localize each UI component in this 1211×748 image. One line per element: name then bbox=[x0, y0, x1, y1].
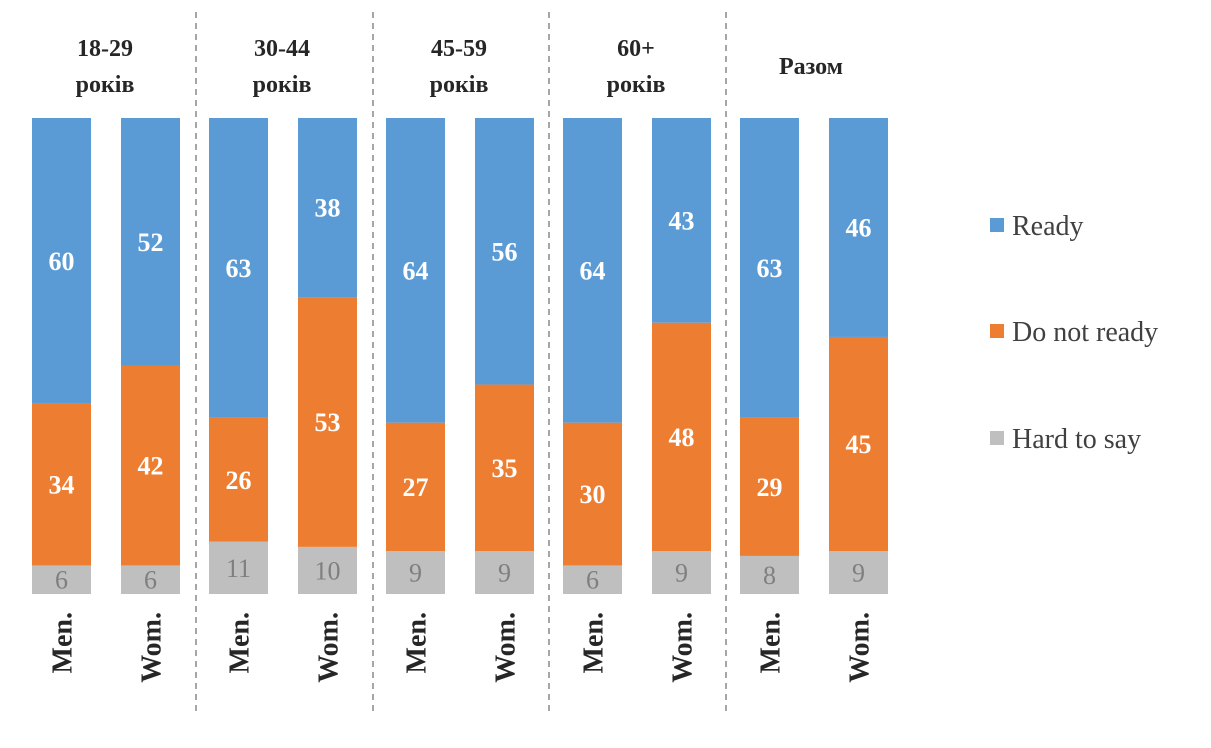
bar-segment bbox=[386, 118, 445, 423]
bar-segment bbox=[121, 365, 180, 566]
group-title: 60+ bbox=[617, 36, 655, 62]
legend-swatch bbox=[990, 218, 1004, 232]
bar-segment bbox=[829, 118, 888, 337]
bar-segment bbox=[475, 551, 534, 594]
data-label: 10 bbox=[315, 556, 341, 585]
category-label: Men. bbox=[225, 612, 256, 673]
bar-segment bbox=[475, 118, 534, 385]
data-label: 38 bbox=[315, 194, 341, 223]
bar-segment bbox=[298, 297, 357, 547]
data-label: 6 bbox=[55, 566, 68, 595]
data-label: 27 bbox=[403, 473, 429, 502]
data-label: 52 bbox=[138, 228, 164, 257]
bar-segment bbox=[652, 551, 711, 594]
group-title: років bbox=[607, 72, 666, 98]
data-label: 48 bbox=[669, 423, 695, 452]
data-label: 9 bbox=[675, 559, 688, 588]
data-label: 9 bbox=[498, 559, 511, 588]
bar-segment bbox=[740, 118, 799, 418]
bar-segment bbox=[386, 551, 445, 594]
bar-segment bbox=[298, 118, 357, 298]
data-label: 11 bbox=[226, 554, 251, 583]
data-label: 46 bbox=[846, 213, 872, 242]
bar-segment bbox=[386, 422, 445, 552]
data-label: 45 bbox=[846, 430, 872, 459]
category-label: Men. bbox=[48, 612, 79, 673]
group-title: років bbox=[253, 72, 312, 98]
bar-segment bbox=[32, 565, 91, 594]
bar-segment bbox=[563, 422, 622, 566]
data-label: 26 bbox=[226, 466, 252, 495]
data-label: 53 bbox=[315, 408, 341, 437]
bar-segment bbox=[563, 565, 622, 594]
bar-segment bbox=[121, 565, 180, 594]
bar-segment bbox=[209, 118, 268, 418]
group-title: 18-29 bbox=[77, 36, 133, 62]
bar-segment bbox=[652, 118, 711, 323]
category-label: Wom. bbox=[845, 612, 876, 683]
data-label: 34 bbox=[49, 471, 75, 500]
legend-entry: Hard to say bbox=[1012, 424, 1141, 455]
group-title: 45-59 bbox=[431, 36, 487, 62]
category-label: Wom. bbox=[137, 612, 168, 683]
data-label: 6 bbox=[586, 566, 599, 595]
category-label: Wom. bbox=[491, 612, 522, 683]
legend-entry: Do not ready bbox=[1012, 317, 1158, 348]
bar-segment bbox=[32, 118, 91, 404]
category-label: Wom. bbox=[668, 612, 699, 683]
data-label: 30 bbox=[580, 480, 606, 509]
bar-segment bbox=[298, 546, 357, 594]
group-title: Разом bbox=[779, 54, 843, 80]
data-label: 29 bbox=[757, 473, 783, 502]
bar-segment bbox=[32, 403, 91, 566]
bar-segment bbox=[563, 118, 622, 423]
data-label: 9 bbox=[852, 559, 865, 588]
bar-segment bbox=[829, 336, 888, 552]
data-label: 60 bbox=[49, 247, 75, 276]
bar-segment bbox=[652, 322, 711, 552]
data-label: 42 bbox=[138, 451, 164, 480]
group-title: 30-44 bbox=[254, 36, 310, 62]
legend-swatch bbox=[990, 431, 1004, 445]
category-label: Wom. bbox=[314, 612, 345, 683]
bar-segment bbox=[740, 555, 799, 594]
data-label: 9 bbox=[409, 559, 422, 588]
data-label: 8 bbox=[763, 561, 776, 590]
data-label: 64 bbox=[580, 256, 606, 285]
data-label: 43 bbox=[669, 206, 695, 235]
legend-entry: Ready bbox=[1012, 211, 1084, 242]
category-label: Men. bbox=[402, 612, 433, 673]
category-label: Men. bbox=[579, 612, 610, 673]
bar-segment bbox=[829, 551, 888, 594]
data-label: 6 bbox=[144, 566, 157, 595]
data-label: 63 bbox=[757, 254, 783, 283]
bar-segment bbox=[209, 541, 268, 594]
group-title: років bbox=[430, 72, 489, 98]
data-label: 35 bbox=[492, 454, 518, 483]
bar-segment bbox=[475, 384, 534, 552]
group-title: років bbox=[76, 72, 135, 98]
data-label: 56 bbox=[492, 237, 518, 266]
bar-segment bbox=[209, 417, 268, 542]
data-label: 63 bbox=[226, 254, 252, 283]
bar-segment bbox=[740, 417, 799, 556]
category-label: Men. bbox=[756, 612, 787, 673]
legend-swatch bbox=[990, 324, 1004, 338]
bar-segment bbox=[121, 118, 180, 366]
data-label: 64 bbox=[403, 256, 429, 285]
